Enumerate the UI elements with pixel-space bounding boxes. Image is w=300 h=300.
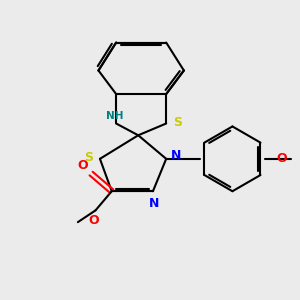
Text: O: O xyxy=(89,214,99,227)
Text: N: N xyxy=(171,149,181,162)
Text: NH: NH xyxy=(106,111,123,121)
Text: S: S xyxy=(85,151,94,164)
Text: S: S xyxy=(173,116,182,128)
Text: O: O xyxy=(277,152,287,165)
Text: O: O xyxy=(77,159,88,172)
Text: N: N xyxy=(149,196,160,209)
